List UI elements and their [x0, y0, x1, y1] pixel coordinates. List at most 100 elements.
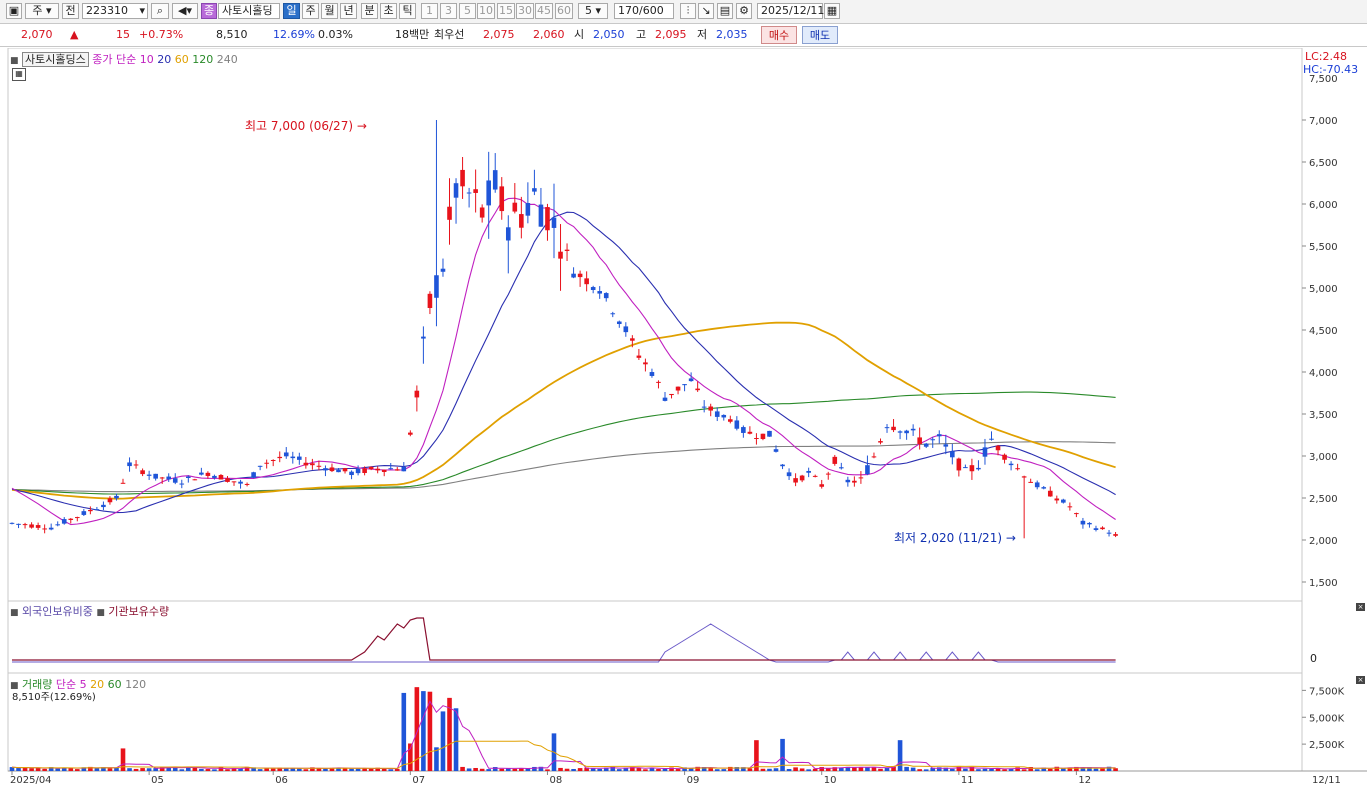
volume-bar [754, 740, 759, 771]
volume-bar [956, 766, 962, 771]
candle-body [505, 227, 511, 241]
candle-body [492, 170, 498, 190]
volume-bar [963, 768, 968, 771]
volume-bar [714, 769, 720, 771]
volume-bar [943, 767, 949, 771]
volume-bar [1061, 768, 1066, 771]
volume-bar [146, 768, 152, 771]
panel-menu-icon[interactable]: ■ [10, 608, 19, 618]
stock-code-input[interactable]: 223310 ▾ [82, 3, 148, 19]
panel-menu-icon[interactable]: ■ [96, 608, 105, 618]
volume-bar [695, 766, 700, 771]
stock-name-field[interactable]: 사토시홀딩 [218, 3, 280, 19]
institution-legend: 기관보유수량 [108, 605, 170, 618]
minute-button-10[interactable]: 10 [477, 3, 495, 19]
candle-body [799, 475, 805, 481]
candle-body [897, 431, 903, 433]
ma20-line [11, 211, 1116, 514]
candle-body [936, 434, 942, 437]
candle-type-icon[interactable]: ⫶ [680, 3, 696, 19]
candle-body [486, 180, 491, 206]
candle-body [303, 462, 309, 466]
close-icon[interactable]: × [1356, 603, 1365, 611]
calendar-icon[interactable]: ▦ [824, 3, 840, 19]
period-tab-0[interactable]: 일 [283, 3, 300, 19]
volume-bar [453, 708, 459, 771]
candle-body [120, 482, 126, 484]
search-icon[interactable]: ⌕ [151, 3, 169, 19]
volume-tick-label: 2,500K [1309, 740, 1345, 751]
candle-body [963, 467, 968, 469]
volume-bar [982, 768, 988, 771]
minute-button-45[interactable]: 45 [535, 3, 553, 19]
period-tab-1[interactable]: 주 [302, 3, 319, 19]
minute-button-3[interactable]: 3 [440, 3, 457, 19]
period-tab-4[interactable]: 분 [361, 3, 378, 19]
price-tick-label: 7,500 [1309, 74, 1338, 85]
grid-table-icon[interactable]: ▦ [12, 68, 26, 81]
candle-body [1074, 513, 1079, 515]
price-tick-label: 3,500 [1309, 410, 1338, 421]
candle-body [205, 472, 211, 476]
candle-body [590, 287, 596, 290]
chart-area[interactable]: 7,000 6,500 6,000 5,500 5,000 4,500 4,000 3,500… [0, 47, 1367, 791]
volume-bar [1034, 769, 1040, 771]
period-tab-5[interactable]: 초 [380, 3, 397, 19]
range-input[interactable]: 170/600 [614, 3, 674, 19]
buy-button[interactable]: 매수 [761, 26, 797, 44]
close-icon[interactable]: × [1356, 676, 1365, 684]
hc-label: HC:-70.43 [1303, 63, 1359, 76]
candle-body [16, 523, 21, 525]
stock-chart[interactable]: 7,000 6,500 6,000 5,500 5,000 4,500 4,000 3,500… [0, 47, 1367, 791]
stock-title[interactable]: 사토시홀딩스 [22, 52, 89, 67]
volume-bar [349, 768, 354, 771]
x-tick-label: 05 [151, 775, 164, 786]
candle-body [1067, 506, 1073, 508]
sell-button[interactable]: 매도 [802, 26, 838, 44]
candle-body [701, 406, 707, 408]
volume-bar [440, 711, 446, 771]
volume-bar [68, 767, 74, 771]
period-tab-2[interactable]: 월 [321, 3, 338, 19]
save-icon[interactable]: ▤ [717, 3, 733, 19]
window-icon[interactable]: ▣ [6, 3, 22, 19]
volume-bar [701, 767, 707, 771]
volume-bar [910, 767, 916, 771]
ma-legend-item: 60 [171, 53, 189, 66]
candle-body [832, 456, 838, 464]
candle-body [786, 472, 792, 477]
volume-bar [421, 691, 426, 771]
date-input[interactable]: 2025/12/11 [757, 3, 824, 19]
x-tick-label: 10 [824, 775, 837, 786]
period-tab-3[interactable]: 년 [340, 3, 357, 19]
minute-button-5[interactable]: 5 [459, 3, 476, 19]
candle-body [375, 468, 380, 471]
volume-bar [283, 767, 289, 771]
market-select[interactable]: 주 ▾ [25, 3, 59, 19]
volume-bar [172, 766, 178, 771]
panel-menu-icon[interactable]: ■ [10, 681, 19, 691]
candle-body [42, 528, 47, 530]
candle-body [610, 313, 616, 315]
volume-bar [460, 766, 465, 771]
settings-gear-icon[interactable]: ⚙ [736, 3, 752, 19]
count-select[interactable]: 5 ▾ [578, 3, 608, 19]
candle-body [75, 517, 80, 519]
candle-body [1054, 498, 1060, 501]
candle-body [388, 468, 394, 470]
chevron-down-icon[interactable]: ▾ [139, 4, 145, 17]
candle-body [943, 444, 949, 447]
draw-tool-icon[interactable]: ↘ [698, 3, 714, 19]
panel-menu-icon[interactable]: ■ [10, 56, 19, 66]
volume-bar [636, 767, 642, 771]
speaker-icon[interactable]: ◀▾ [172, 3, 198, 19]
price-tick-label: 5,500 [1309, 242, 1338, 253]
minute-button-60[interactable]: 60 [555, 3, 573, 19]
minute-button-30[interactable]: 30 [516, 3, 534, 19]
period-tab-6[interactable]: 틱 [399, 3, 416, 19]
volume-bar [649, 767, 655, 771]
minute-button-1[interactable]: 1 [421, 3, 438, 19]
all-button[interactable]: 전 [62, 3, 79, 19]
minute-button-15[interactable]: 15 [497, 3, 515, 19]
